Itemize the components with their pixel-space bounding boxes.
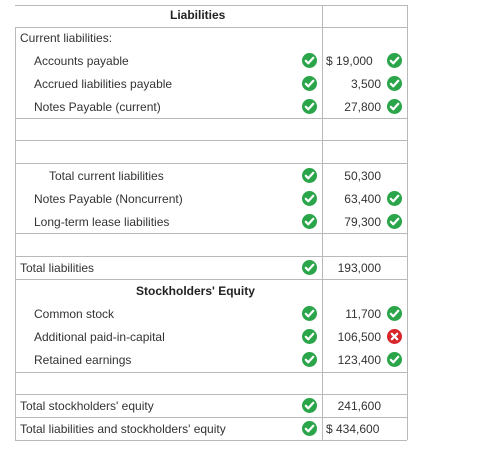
- value-notes-payable-noncurrent[interactable]: 63,400: [344, 192, 381, 206]
- check-icon: [302, 99, 317, 114]
- grid-line: [15, 5, 407, 6]
- check-icon: [387, 76, 402, 91]
- value-common-stock[interactable]: 11,700: [345, 307, 381, 321]
- row-label-total-liabilities-and-equity: Total liabilities and stockholders' equi…: [20, 422, 226, 436]
- check-icon: [387, 99, 402, 114]
- grid-line: [15, 256, 407, 257]
- check-icon: [387, 191, 402, 206]
- value-total-current-liabilities[interactable]: 50,300: [344, 169, 381, 183]
- value-total-liabilities-and-equity[interactable]: $ 434,600: [326, 422, 380, 436]
- grid-line: [15, 163, 407, 164]
- row-label-notes-payable-current: Notes Payable (current): [34, 100, 161, 114]
- grid-line: [15, 140, 407, 141]
- row-label-notes-payable-noncurrent: Notes Payable (Noncurrent): [34, 192, 183, 206]
- grid-line: [15, 372, 407, 373]
- grid-line: [15, 417, 407, 418]
- table-title: Liabilities: [170, 8, 226, 22]
- value-total-liabilities[interactable]: 193,000: [337, 261, 381, 275]
- check-icon: [302, 53, 317, 68]
- check-icon: [302, 306, 317, 321]
- row-label-total-liabilities: Total liabilities: [20, 261, 95, 275]
- check-icon: [302, 214, 317, 229]
- check-icon: [387, 214, 402, 229]
- row-label-retained-earnings: Retained earnings: [34, 353, 132, 367]
- value-notes-payable-current[interactable]: 27,800: [344, 100, 381, 114]
- check-icon: [387, 352, 402, 367]
- section-label-current: Current liabilities:: [20, 31, 113, 45]
- grid-line: [15, 118, 407, 119]
- row-label-lease-liabilities: Long-term lease liabilities: [34, 215, 170, 229]
- grid-line: [15, 233, 407, 234]
- grid-line: [407, 5, 408, 440]
- grid-line: [15, 279, 407, 280]
- grid-line: [15, 27, 16, 440]
- value-accounts-payable[interactable]: $ 19,000: [326, 54, 373, 68]
- grid-line: [15, 27, 407, 28]
- grid-line: [322, 5, 323, 440]
- value-additional-paid-in-capital[interactable]: 106,500: [337, 330, 381, 344]
- row-label-total-current-liabilities: Total current liabilities: [49, 169, 164, 183]
- row-label-accrued-liabilities: Accrued liabilities payable: [34, 77, 173, 91]
- row-label-total-stockholders-equity: Total stockholders' equity: [20, 399, 154, 413]
- check-icon: [302, 191, 317, 206]
- value-retained-earnings[interactable]: 123,400: [337, 353, 381, 367]
- row-label-common-stock: Common stock: [34, 307, 115, 321]
- check-icon: [302, 329, 317, 344]
- value-lease-liabilities[interactable]: 79,300: [344, 215, 381, 229]
- check-icon: [302, 76, 317, 91]
- check-icon: [302, 260, 317, 275]
- grid-line: [15, 440, 407, 441]
- value-total-stockholders-equity[interactable]: 241,600: [337, 399, 381, 413]
- incorrect-x-icon: [387, 329, 402, 344]
- check-icon: [302, 398, 317, 413]
- check-icon: [387, 306, 402, 321]
- check-icon: [302, 421, 317, 436]
- equity-title: Stockholders' Equity: [136, 284, 255, 298]
- check-icon: [302, 168, 317, 183]
- row-label-accounts-payable: Accounts payable: [34, 54, 129, 68]
- check-icon: [302, 352, 317, 367]
- grid-line: [15, 394, 407, 395]
- value-accrued-liabilities[interactable]: 3,500: [350, 77, 381, 91]
- row-label-additional-paid-in-capital: Additional paid-in-capital: [34, 330, 165, 344]
- check-icon: [387, 53, 402, 68]
